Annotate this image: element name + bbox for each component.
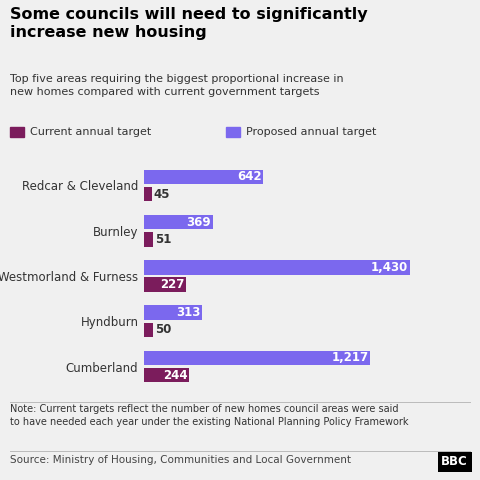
Text: 227: 227 (160, 278, 185, 291)
Text: 244: 244 (163, 369, 188, 382)
Bar (144, 187, 152, 201)
Bar (144, 232, 154, 247)
Text: 51: 51 (155, 233, 171, 246)
Bar (144, 368, 190, 383)
Text: 50: 50 (155, 324, 171, 336)
Text: 313: 313 (176, 306, 200, 319)
Text: Some councils will need to significantly
increase new housing: Some councils will need to significantly… (10, 7, 367, 40)
Bar (144, 305, 202, 320)
Text: Proposed annual target: Proposed annual target (246, 127, 376, 137)
Text: Top five areas requiring the biggest proportional increase in
new homes compared: Top five areas requiring the biggest pro… (10, 74, 343, 97)
Text: Source: Ministry of Housing, Communities and Local Government: Source: Ministry of Housing, Communities… (10, 455, 350, 465)
Text: 1,430: 1,430 (371, 261, 408, 274)
Bar (144, 277, 186, 292)
Text: 1,217: 1,217 (331, 351, 369, 364)
Text: 642: 642 (237, 170, 262, 183)
Bar (144, 323, 153, 337)
Bar (144, 351, 371, 365)
Text: BBC: BBC (441, 455, 468, 468)
Text: Note: Current targets reflect the number of new homes council areas were said
to: Note: Current targets reflect the number… (10, 404, 408, 427)
Text: 369: 369 (186, 216, 211, 228)
Bar (144, 215, 213, 229)
Bar (144, 169, 264, 184)
Text: Current annual target: Current annual target (30, 127, 151, 137)
Bar (144, 260, 410, 275)
Text: 45: 45 (154, 188, 170, 201)
